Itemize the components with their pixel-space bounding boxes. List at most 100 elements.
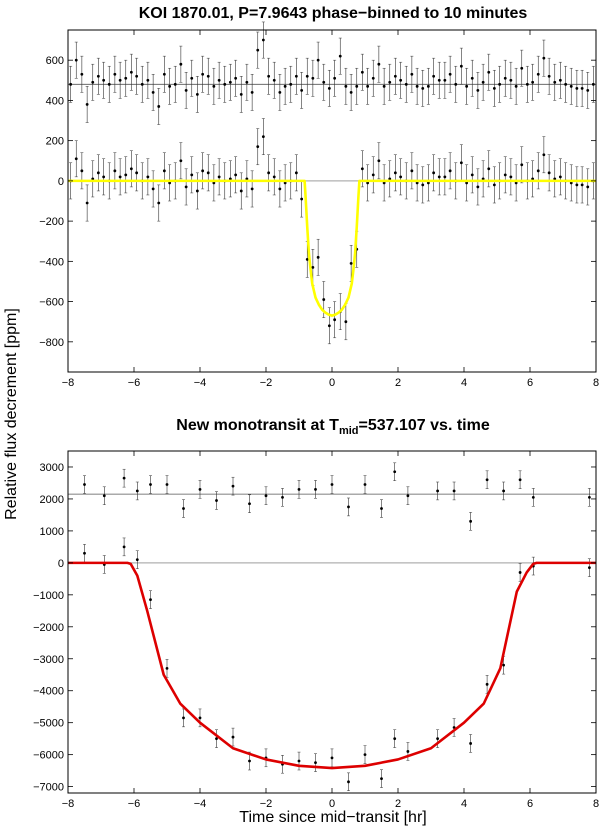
- bottom-data-point: [502, 663, 505, 667]
- top-data-point: [569, 84, 573, 88]
- top-data-point: [366, 84, 370, 88]
- top-data-point: [509, 78, 513, 82]
- bottom-data-point: [264, 494, 268, 498]
- top-data-point: [476, 88, 480, 92]
- bottom-data-point: [406, 494, 410, 498]
- bottom-x-tick-label: 2: [395, 798, 401, 810]
- top-data-point: [360, 70, 364, 74]
- top-y-tick-label: −800: [39, 337, 64, 349]
- bottom-data-point: [452, 489, 456, 493]
- top-data-point: [410, 72, 414, 76]
- top-data-point: [162, 72, 166, 76]
- top-data-point: [553, 177, 557, 181]
- top-data-point: [492, 86, 496, 90]
- bottom-y-tick-label: 0: [58, 558, 64, 570]
- top-data-point: [470, 173, 474, 177]
- top-data-point: [151, 90, 155, 94]
- top-data-point: [256, 145, 260, 149]
- top-data-point: [267, 74, 271, 78]
- top-data-point: [531, 80, 535, 84]
- top-data-point: [278, 90, 282, 94]
- top-data-point: [234, 76, 238, 80]
- bottom-x-tick-label: 6: [527, 798, 533, 810]
- bottom-data-point: [393, 737, 397, 741]
- top-data-point: [305, 257, 309, 261]
- top-data-point: [426, 181, 430, 185]
- bottom-data-point: [363, 483, 367, 486]
- top-data-point: [498, 82, 502, 86]
- bottom-data-point: [135, 558, 139, 562]
- top-data-point: [371, 173, 375, 177]
- top-data-point: [393, 74, 397, 78]
- top-data-point: [239, 92, 243, 96]
- top-data-point: [316, 255, 320, 259]
- x-axis-label: Time since mid−transit [hr]: [239, 809, 426, 826]
- top-x-tick-label: −6: [128, 377, 141, 389]
- top-data-point: [129, 167, 133, 171]
- top-data-point: [487, 167, 491, 171]
- top-x-tick-label: 6: [527, 377, 533, 389]
- top-data-point: [393, 171, 397, 175]
- top-panel-title: KOI 1870.01, P=7.9643 phase−binned to 10…: [139, 5, 528, 22]
- top-data-point: [300, 197, 304, 201]
- top-data-point: [179, 62, 183, 66]
- top-data-point: [558, 78, 562, 82]
- top-data-point: [487, 70, 491, 74]
- bottom-data-point: [436, 489, 439, 493]
- top-data-point: [168, 181, 172, 185]
- top-data-point: [300, 88, 304, 92]
- top-data-point: [190, 173, 194, 177]
- y-axis-label: Relative flux decrement [ppm]: [3, 308, 20, 520]
- bottom-y-tick-label: 2000: [40, 494, 64, 506]
- top-data-point: [107, 82, 111, 86]
- top-data-point: [272, 78, 276, 82]
- top-x-tick-label: 0: [329, 377, 335, 389]
- top-data-point: [437, 175, 441, 179]
- top-data-point: [492, 183, 496, 187]
- top-data-point: [580, 183, 584, 187]
- top-data-point: [151, 187, 155, 191]
- bottom-data-point: [347, 780, 350, 784]
- top-data-point: [360, 167, 364, 171]
- top-data-point: [448, 72, 452, 76]
- top-data-point: [74, 157, 78, 161]
- top-x-tick-label: −4: [194, 377, 207, 389]
- top-y-tick-label: 0: [58, 176, 64, 188]
- top-data-point: [85, 103, 89, 106]
- bottom-x-tick-label: −8: [62, 798, 75, 810]
- top-data-point: [157, 105, 161, 108]
- top-data-point: [201, 169, 205, 173]
- top-data-point: [564, 82, 568, 86]
- bottom-data-point: [215, 737, 218, 741]
- top-data-point: [586, 88, 590, 92]
- top-y-tick-label: 200: [46, 136, 64, 148]
- top-data-point: [250, 187, 254, 191]
- top-data-point: [283, 181, 287, 185]
- bottom-panel: −8 −6 −4 −2 0 2 4 6 8 −7000 −6000 −5000 −4000 −3000 −2…: [33, 450, 599, 810]
- bottom-panel-frame: [67, 450, 597, 794]
- bottom-data-point: [215, 499, 218, 502]
- top-data-point: [184, 185, 188, 189]
- top-data-point: [80, 169, 84, 173]
- top-data-point: [85, 201, 89, 205]
- bottom-data-point: [502, 489, 505, 493]
- top-data-point: [124, 76, 128, 80]
- top-data-point: [311, 76, 315, 80]
- top-data-point: [388, 80, 392, 84]
- top-data-point: [547, 74, 551, 78]
- bottom-data-point: [122, 476, 126, 480]
- bottom-title-prefix: New monotransit at T: [176, 417, 339, 434]
- top-data-point: [558, 175, 562, 179]
- bottom-data-point: [248, 502, 251, 506]
- bottom-y-tick-label: −6000: [33, 750, 64, 762]
- top-data-point: [586, 185, 590, 189]
- top-data-point: [195, 189, 199, 193]
- top-data-point: [135, 74, 139, 78]
- top-data-point: [536, 72, 540, 76]
- top-data-point: [245, 80, 249, 84]
- bottom-model-curve: [68, 561, 596, 770]
- top-x-tick-label: 4: [461, 377, 467, 389]
- top-data-point: [476, 185, 480, 189]
- top-data-point: [267, 171, 271, 175]
- top-data-point: [316, 58, 320, 62]
